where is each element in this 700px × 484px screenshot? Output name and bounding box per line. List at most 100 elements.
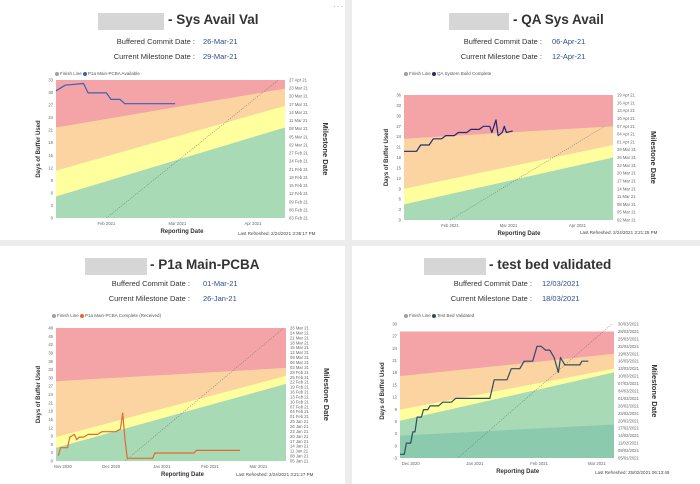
x-axis-title: Reporting Date <box>497 231 541 237</box>
y-tick-label: 27 <box>48 103 53 108</box>
milestone-tick-label: 13/03/2021 <box>618 366 640 371</box>
x-tick-label: Mar 2021 <box>169 221 187 226</box>
milestone-tick-label: 13 Feb 21 <box>290 394 310 399</box>
milestone-tick-label: 28/03/2021 <box>618 329 640 334</box>
y-tick-label: 30 <box>396 113 401 118</box>
buffered-commit-label: Buffered Commit Date : <box>116 37 195 46</box>
y-tick-label: 33 <box>48 367 53 372</box>
y2-axis-title: Milestone Date <box>321 123 330 176</box>
milestone-tick-label: 01 Feb 21 <box>290 414 310 419</box>
y-tick-label: 39 <box>48 350 53 355</box>
milestone-tick-label: 05/01/2021 <box>618 456 640 461</box>
legend-finish-line: Finish Line <box>60 71 82 76</box>
finish-line <box>124 327 284 462</box>
chart-panel-p1a-main-pcba: - P1a Main-PCBA Buffered Commit Date : 0… <box>0 246 345 484</box>
milestone-tick-label: 07 Apr 21 <box>617 124 636 129</box>
y-tick-label: 27 <box>48 384 53 389</box>
redacted-title-block <box>449 13 509 30</box>
milestone-tick-label: 19/03/2021 <box>618 351 640 356</box>
y-tick-label: 12 <box>48 165 53 170</box>
chart-svg: -3 0 3 6 9 12 15 18 21 24 27 30 05/01/2021 08/02/2021… <box>380 322 659 476</box>
y-tick-label: 6 <box>395 419 398 424</box>
last-refreshed-label: Last Refreshed: <box>595 470 627 475</box>
x-tick-label: Nov 2020 <box>54 464 73 469</box>
redacted-title-block <box>98 13 164 30</box>
y-tick-label: 27 <box>392 334 397 339</box>
y-tick-label: 24 <box>396 134 401 139</box>
y-tick-label: 24 <box>48 392 53 397</box>
milestone-tick-label: 17 Jan 21 <box>290 439 309 444</box>
series-line <box>55 82 176 105</box>
milestone-tick-label: 26/02/2021 <box>618 403 640 408</box>
legend-series: P1a Main-PCBA Complete (Received) <box>85 313 162 318</box>
milestone-tick-label: 13 Apr 21 <box>617 108 636 113</box>
milestone-tick-label: 19 Feb 21 <box>290 385 310 390</box>
milestone-tick-label: 20/02/2021 <box>618 418 640 423</box>
x-tick-label: Feb 2021 <box>530 461 548 466</box>
milestone-tick-label: 20 Mar 21 <box>617 171 637 176</box>
y-tick-label: 21 <box>48 128 53 133</box>
y-tick-label: 12 <box>48 425 53 430</box>
milestone-tick-label: 17 Mar 21 <box>617 178 637 183</box>
last-refreshed-value: 2/24/2021 3:21:25 PM <box>613 230 658 235</box>
milestone-tick-label: 12 Mar 21 <box>290 350 310 355</box>
last-refreshed-label: Last Refreshed: <box>580 230 612 235</box>
legend-swatch-series <box>83 71 88 76</box>
x-tick-label: Dec 2020 <box>402 461 421 466</box>
milestone-tick-label: 25 Feb 21 <box>290 375 310 380</box>
y-tick-label: 3 <box>395 431 398 436</box>
milestone-tick-label: 21 Mar 21 <box>290 335 310 340</box>
y-tick-label: 12 <box>396 176 401 181</box>
y-tick-label: 21 <box>396 145 401 150</box>
more-options-icon[interactable]: ··· <box>333 2 344 11</box>
milestone-tick-label: 10 Feb 21 <box>290 399 310 404</box>
buffered-commit-value: 01-Mar-21 <box>203 279 238 288</box>
last-refreshed-value: 2/24/2021 3:35:17 PM <box>271 231 316 236</box>
milestone-tick-label: 27 Feb 21 <box>289 151 309 156</box>
milestone-tick-label: 24 Feb 21 <box>289 159 309 164</box>
milestone-tick-label: 26 Mar 21 <box>290 326 310 331</box>
legend-swatch-series <box>432 71 437 76</box>
milestone-tick-label: 23 Mar 21 <box>617 163 637 168</box>
milestone-tick-label: 06 Mar 21 <box>290 360 310 365</box>
current-milestone-label: Current Milestone Date : <box>450 294 532 303</box>
y-axis-title: Days of Buffer Used <box>36 120 42 178</box>
last-refreshed-value: 25/02/2021 06:13:49 <box>628 470 670 475</box>
chart-panel-test-bed-validated: - test bed validated Buffered Commit Dat… <box>352 246 700 484</box>
y-tick-label: 0 <box>395 443 398 448</box>
last-refreshed: Last Refreshed: 2/24/2021 3:21:25 PM <box>580 230 657 235</box>
chart-legend: Finish Line P1a Main-PCBA Complete (Rece… <box>52 313 161 318</box>
milestone-tick-label: 14 Jan 21 <box>290 444 309 449</box>
buffered-commit-value: 06-Apr-21 <box>552 37 586 46</box>
y2-axis-title: Milestone Date <box>322 368 331 421</box>
milestone-tick-label: 16 Apr 21 <box>617 100 636 105</box>
y-tick-label: 21 <box>392 358 397 363</box>
last-refreshed: Last Refreshed: 2/24/2021 3:35:17 PM <box>238 231 315 236</box>
milestone-tick-label: 04 Apr 21 <box>617 132 636 137</box>
y-tick-label: 21 <box>48 400 53 405</box>
chart-panel-sys-avail-val: - Sys Avail Val ··· Buffered Commit Date… <box>0 0 345 240</box>
milestone-tick-label: 09 Mar 21 <box>290 355 310 360</box>
y-tick-label: -3 <box>393 456 397 461</box>
redacted-title-block <box>424 258 486 275</box>
milestone-tick-label: 26 Jan 21 <box>290 424 309 429</box>
milestone-tick-label: 14/02/2021 <box>618 433 640 438</box>
milestone-tick-label: 04/03/2021 <box>618 389 640 394</box>
x-tick-label: Apr 2021 <box>569 223 587 228</box>
y-tick-label: 30 <box>48 375 53 380</box>
chart-panel-qa-sys-avail: - QA Sys Avail Buffered Commit Date : 06… <box>352 0 700 240</box>
y-tick-label: 18 <box>48 140 53 145</box>
last-refreshed-value: 2/24/2021 3:21:27 PM <box>269 472 314 477</box>
milestone-tick-label: 24 Mar 21 <box>290 330 310 335</box>
y-tick-label: 0 <box>51 459 54 464</box>
y-tick-label: 48 <box>48 326 53 331</box>
y-tick-label: 15 <box>392 382 397 387</box>
y-tick-label: 0 <box>399 218 402 223</box>
panel-title: - Sys Avail Val <box>168 12 259 27</box>
redacted-title-block <box>85 258 147 275</box>
milestone-tick-label: 03 Mar 21 <box>290 365 310 370</box>
x-tick-label: Feb 2021 <box>98 221 116 226</box>
milestone-tick-label: 04 Feb 21 <box>290 409 310 414</box>
milestone-tick-label: 09 Feb 21 <box>289 199 309 204</box>
